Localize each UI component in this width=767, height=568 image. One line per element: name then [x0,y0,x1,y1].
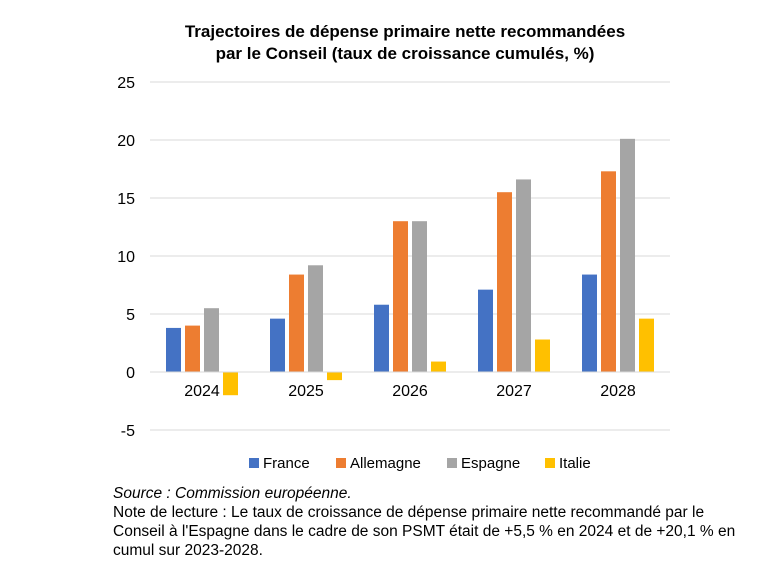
y-tick-label: 15 [117,191,135,208]
bar-italie-2024 [223,372,238,396]
chart: Trajectoires de dépense primaire nette r… [117,22,670,472]
bar-italie-2027 [535,339,550,372]
x-tick-label: 2027 [496,383,532,400]
bar-espagne-2024 [204,308,219,372]
legend-label-italie: Italie [559,455,591,472]
x-tick-label: 2025 [288,383,324,400]
legend-label-allemagne: Allemagne [350,455,421,472]
chart-title-line-2: par le Conseil (taux de croissance cumul… [216,44,595,63]
y-tick-label: 20 [117,133,135,150]
legend-swatch-france [249,458,259,468]
bar-espagne-2025 [308,265,323,372]
bar-france-2026 [374,304,389,372]
bar-espagne-2027 [516,179,531,372]
x-tick-label: 2024 [184,383,220,400]
bar-france-2025 [270,318,285,372]
y-tick-label: -5 [121,423,135,440]
bar-allemagne-2024 [185,325,200,372]
bar-france-2027 [478,289,493,372]
bars [166,138,654,396]
bar-espagne-2028 [620,138,635,372]
source-note: Source : Commission européenne. [113,485,352,502]
y-tick-label: 10 [117,249,135,266]
legend-label-espagne: Espagne [461,455,520,472]
x-axis: 2024 2025 2026 2027 2028 [150,371,670,400]
x-tick-label: 2028 [600,383,636,400]
y-tick-label: 5 [126,307,135,324]
bar-italie-2025 [327,372,342,381]
legend: France Allemagne Espagne Italie [249,455,591,472]
legend-swatch-italie [545,458,555,468]
bar-france-2028 [582,274,597,372]
reading-note: Note de lecture : Le taux de croissance … [113,504,736,559]
bar-espagne-2026 [412,221,427,372]
bar-allemagne-2026 [393,221,408,372]
y-axis-ticks: -5 0 5 10 15 20 25 [117,75,135,440]
y-tick-label: 0 [126,365,135,382]
y-tick-label: 25 [117,75,135,92]
bar-italie-2026 [431,361,446,372]
bar-allemagne-2027 [497,192,512,372]
bar-italie-2028 [639,318,654,372]
chart-title-line-1: Trajectoires de dépense primaire nette r… [185,22,625,41]
legend-label-france: France [263,455,310,472]
bar-france-2024 [166,327,181,372]
x-tick-label: 2026 [392,383,428,400]
bar-allemagne-2028 [601,171,616,372]
legend-swatch-allemagne [336,458,346,468]
bar-allemagne-2025 [289,274,304,372]
chart-notes: Source : Commission européenne. Note de … [113,484,753,560]
legend-swatch-espagne [447,458,457,468]
